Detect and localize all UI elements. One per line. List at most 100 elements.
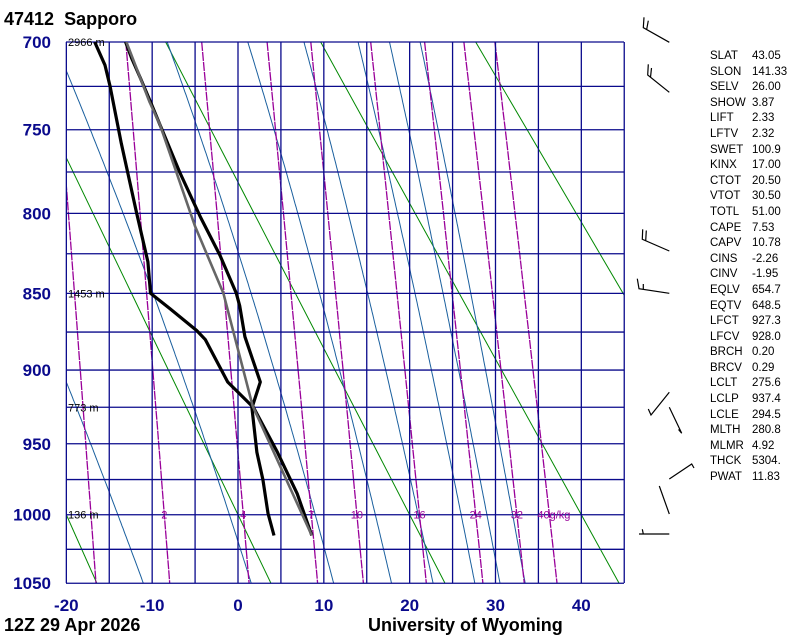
index-label: LFCV — [710, 330, 740, 343]
index-value: 275.6 — [752, 377, 781, 390]
temperature-tick-label: 20 — [400, 596, 419, 615]
index-label: PWAT — [710, 471, 742, 484]
index-value: 4.92 — [752, 439, 775, 452]
temperature-tick-label: 40 — [572, 596, 591, 615]
index-label: MLTH — [710, 424, 741, 437]
index-value: 2.32 — [752, 127, 775, 140]
index-value: 20.50 — [752, 174, 781, 187]
pressure-tick-label: 1050 — [13, 574, 51, 593]
wind-barb — [668, 463, 695, 480]
background-lines — [66, 42, 624, 583]
pressure-tick-label: 800 — [23, 204, 51, 223]
mixing-ratio-line — [463, 42, 525, 583]
dewpoint-profile-line — [93, 42, 276, 536]
index-value: 928.0 — [752, 330, 781, 343]
index-row-kinx: KINX 17.00 — [710, 158, 787, 174]
index-value: 100.9 — [752, 143, 781, 156]
wind-barb — [668, 407, 683, 434]
index-label: LIFT — [710, 112, 734, 125]
index-label: BRCH — [710, 346, 743, 359]
index-label: CTOT — [710, 174, 742, 187]
index-row-ctot: CTOT 20.50 — [710, 174, 787, 190]
index-row-lclt: LCLT 275.6 — [710, 376, 787, 392]
mixing-ratio-label: 40g/kg — [537, 510, 570, 522]
index-row-thck: THCK 5304. — [710, 454, 787, 470]
moist-adiabat-line — [166, 42, 335, 583]
parcel-profile-line — [125, 42, 313, 537]
index-row-cins: CINS -2.26 — [710, 252, 787, 268]
index-value: 30.50 — [752, 190, 781, 203]
mixing-ratio-line — [310, 42, 365, 583]
station-title: 47412 Sapporo — [4, 9, 137, 30]
index-value: 26.00 — [752, 81, 781, 94]
stability-indices-panel: SLAT 43.05 SLON 141.33 SELV 26.00 SHOW 3.87 LIFT… — [710, 49, 787, 486]
moist-adiabat-line — [389, 42, 501, 583]
height-label: 773 m — [68, 402, 99, 414]
dry-adiabat-line — [66, 155, 272, 583]
index-label: EQTV — [710, 299, 742, 312]
index-row-cape: CAPE 7.53 — [710, 221, 787, 237]
mixing-ratio-label: 4 — [240, 510, 246, 522]
wind-barb — [639, 529, 670, 535]
wind-barb — [641, 229, 670, 252]
index-row-totl: TOTL 51.00 — [710, 205, 787, 221]
index-label: SHOW — [710, 96, 746, 109]
pressure-tick-label: 850 — [23, 284, 51, 303]
station-name: Sapporo — [64, 9, 138, 29]
mixing-ratio-line — [370, 42, 427, 583]
index-label: LFCT — [710, 315, 739, 328]
index-value: 51.00 — [752, 205, 781, 218]
wind-barb — [642, 17, 670, 43]
index-value: 648.5 — [752, 299, 781, 312]
temperature-tick-label: 0 — [233, 596, 242, 615]
pressure-tick-label: 750 — [23, 121, 51, 140]
index-row-vtot: VTOT 30.50 — [710, 189, 787, 205]
mixing-ratio-line — [125, 42, 171, 583]
mixing-ratio-label: 32 — [511, 510, 523, 522]
index-row-brch: BRCH 0.20 — [710, 345, 787, 361]
index-value: 11.83 — [752, 471, 780, 484]
index-value: -2.26 — [752, 252, 779, 265]
pressure-tick-label: 900 — [23, 361, 51, 380]
index-label: SELV — [710, 81, 739, 94]
mixing-ratio-line — [66, 173, 97, 583]
index-value: 141.33 — [752, 65, 788, 78]
index-row-eqlv: EQLV 654.7 — [710, 283, 787, 299]
wind-barb — [636, 278, 670, 294]
index-row-lift: LIFT 2.33 — [710, 111, 787, 127]
index-row-slat: SLAT 43.05 — [710, 49, 787, 65]
index-label: LCLP — [710, 393, 739, 406]
index-value: 10.78 — [752, 237, 781, 250]
index-value: -1.95 — [752, 268, 779, 281]
index-label: LFTV — [710, 127, 739, 140]
index-row-mlmr: MLMR 4.92 — [710, 439, 787, 455]
index-label: CINS — [710, 252, 738, 265]
wind-barb — [647, 64, 670, 93]
index-label: TOTL — [710, 205, 740, 218]
station-id: 47412 — [4, 9, 55, 29]
index-row-capv: CAPV 10.78 — [710, 236, 787, 252]
mixing-ratio-label: 7 — [308, 510, 314, 522]
index-label: EQLV — [710, 283, 740, 296]
pressure-tick-label: 700 — [23, 33, 51, 52]
mixing-ratio-line — [494, 42, 558, 583]
moist-adiabat-line — [357, 42, 476, 583]
index-label: LCLT — [710, 377, 738, 390]
index-row-lfcv: LFCV 928.0 — [710, 330, 787, 346]
mixing-ratio-label: 2 — [161, 510, 167, 522]
index-row-eqtv: EQTV 648.5 — [710, 299, 787, 315]
index-row-cinv: CINV -1.95 — [710, 267, 787, 283]
index-row-selv: SELV 26.00 — [710, 80, 787, 96]
temperature-tick-label: -20 — [54, 596, 79, 615]
index-row-slon: SLON 141.33 — [710, 65, 787, 81]
mixing-ratio-label: 16 — [413, 510, 425, 522]
source-credit: University of Wyoming — [368, 615, 563, 635]
moist-adiabat-line — [66, 379, 144, 583]
index-label: CINV — [710, 268, 738, 281]
index-value: 17.00 — [752, 159, 781, 172]
pressure-tick-label: 1000 — [13, 506, 51, 525]
index-row-lfct: LFCT 927.3 — [710, 314, 787, 330]
mixing-ratio-label: 10 — [351, 510, 363, 522]
index-row-lclp: LCLP 937.4 — [710, 392, 787, 408]
